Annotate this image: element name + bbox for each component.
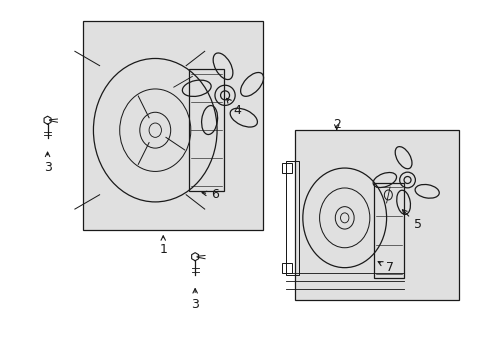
Text: 5: 5 [402,210,421,231]
Text: 3: 3 [191,289,199,311]
Bar [281,163,291,173]
Bar [285,161,298,275]
Bar [373,183,403,278]
Bar [294,130,458,300]
Bar [83,21,263,230]
Bar [189,69,224,191]
Text: 7: 7 [377,261,393,274]
Text: 4: 4 [226,98,241,117]
Text: 2: 2 [332,118,340,131]
Text: 1: 1 [159,236,167,256]
Text: 6: 6 [202,188,219,202]
Text: 3: 3 [43,152,51,174]
Bar [281,263,291,273]
